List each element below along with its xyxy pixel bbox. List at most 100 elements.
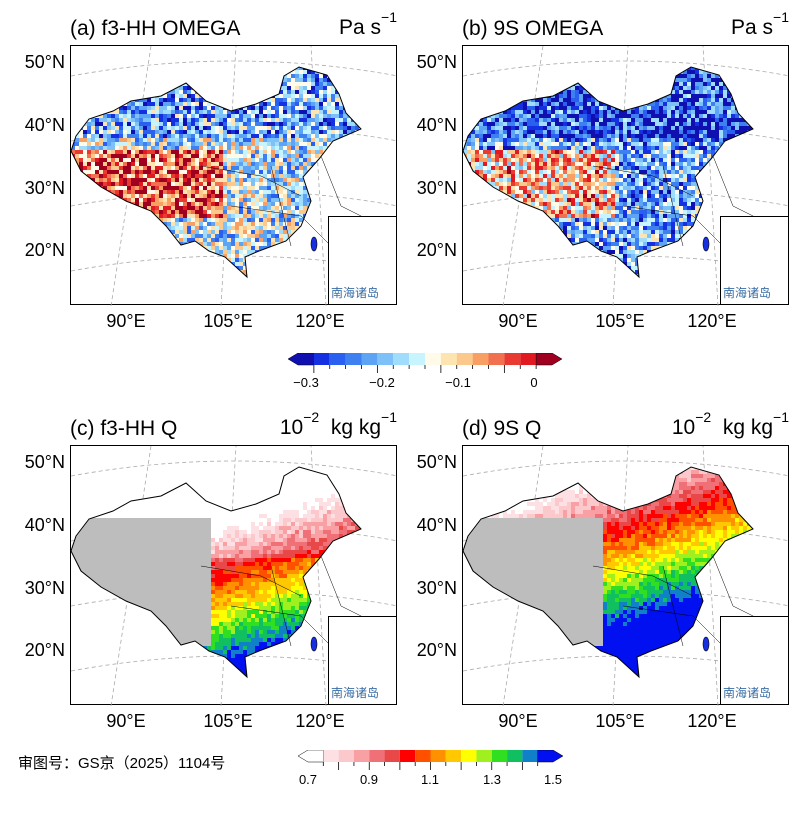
unit-prefix: 10 [279,416,304,439]
field-cells [71,467,361,677]
taiwan-island [702,236,710,252]
map-panel-a: 南海诸岛 [70,45,398,306]
inset-label: 南海诸岛 [723,286,772,300]
longitude-gridline [220,46,237,306]
colorbar-segment [345,353,362,365]
latitude-label: 40°N [24,515,65,535]
unit-exponent: −1 [773,9,789,25]
colorbar-segment [445,750,462,762]
unit-exponent: −1 [381,409,397,425]
longitude-label: 120°E [295,711,345,731]
taiwan-island [702,636,710,652]
latitude-gridline [71,60,398,77]
longitude-gridline [220,446,237,706]
province-borders [592,555,764,647]
colorbar-tick-label: 1.5 [543,772,563,787]
longitude-label: 120°E [687,311,737,331]
unit-exponent: −1 [773,409,789,425]
longitude-label: 120°E [295,311,345,331]
country-border [71,466,362,679]
colorbar-segment [456,353,473,365]
longitude-label: 90°E [498,711,538,731]
unit-text: Pa s [731,16,774,39]
colorbar-omega [288,353,562,373]
colorbar-segment [488,353,505,365]
latitude-label: 30°N [24,178,65,198]
latitude-label: 30°N [416,178,457,198]
colorbar-segment [491,750,508,762]
colorbar-segment [430,750,446,762]
colorbar-segment [361,353,378,365]
colorbar-tick-label: −0.2 [369,375,395,390]
panel-title: (b) 9S OMEGA [462,17,604,40]
colorbar-segment [504,353,521,365]
unit-exponent: −1 [381,9,397,25]
longitude-label: 90°E [498,311,538,331]
south-china-sea-inset: 南海诸岛 [720,216,788,304]
colorbar-segment [520,353,537,365]
longitude-gridline [502,446,544,706]
colorbar-q [298,750,563,770]
latitude-label: 20°N [24,640,65,660]
panel-unit: 10−2 kg kg−1 [279,409,397,440]
map-approval-number: 审图号：GS京（2025）1104号 [18,755,226,772]
south-china-sea-inset: 南海诸岛 [328,216,396,304]
unit-prefix-exponent: −2 [303,409,320,425]
map-panel-b: 南海诸岛 [462,45,790,306]
colorbar-segment [384,750,400,762]
colorbar-tick-label: −0.1 [445,375,471,390]
colorbar-tick-label: 1.1 [420,772,440,787]
colorbar-segment [399,750,416,762]
longitude-gridline [612,446,629,706]
unit-text: Pa s [339,16,382,39]
colorbar-segment [425,353,441,365]
longitude-gridline [612,46,629,306]
longitude-gridline [502,46,544,306]
country-border [71,66,362,279]
latitude-gridline [463,60,790,77]
province-borders [592,155,764,247]
inset-label: 南海诸岛 [331,286,380,300]
field-cells [463,467,753,677]
latitude-label: 30°N [416,578,457,598]
colorbar-segment [369,750,385,762]
colorbar-segment [537,750,563,763]
colorbar-segment [461,750,477,762]
south-china-sea-inset: 南海诸岛 [328,616,396,704]
colorbar-segment [476,750,492,762]
colorbar-segment [440,353,457,365]
colorbar-segment [353,750,370,762]
south-china-sea-inset: 南海诸岛 [720,616,788,704]
province-borders [200,555,372,647]
colorbar-segment [338,750,354,762]
longitude-label: 90°E [106,311,146,331]
longitude-gridline [110,446,152,706]
unit-prefix-exponent: −2 [695,409,712,425]
colorbar-tick-label: 0.7 [298,772,318,787]
colorbar-segment [298,750,324,763]
taiwan-island [310,636,318,652]
panel-title: (a) f3-HH OMEGA [70,17,241,40]
colorbar-segment [313,353,330,365]
longitude-label: 105°E [203,711,253,731]
longitude-label: 120°E [687,711,737,731]
panel-unit: 10−2 kg kg−1 [671,409,789,440]
colorbar-segment [323,750,339,762]
colorbar-segment [393,353,410,365]
longitude-label: 105°E [595,311,645,331]
latitude-label: 40°N [416,515,457,535]
field-cells [463,67,753,277]
latitude-label: 40°N [24,115,65,135]
province-borders [200,155,372,247]
longitude-label: 105°E [595,711,645,731]
inset-label: 南海诸岛 [331,686,380,700]
longitude-label: 90°E [106,711,146,731]
unit-prefix: 10 [671,416,696,439]
latitude-gridline [71,460,398,477]
country-border [463,466,754,679]
panel-unit: Pa s−1 [731,9,789,40]
latitude-gridline [463,460,790,477]
colorbar-tick-label: 0 [530,375,538,390]
unit-text: kg kg [722,416,774,439]
field-cells [71,67,361,277]
